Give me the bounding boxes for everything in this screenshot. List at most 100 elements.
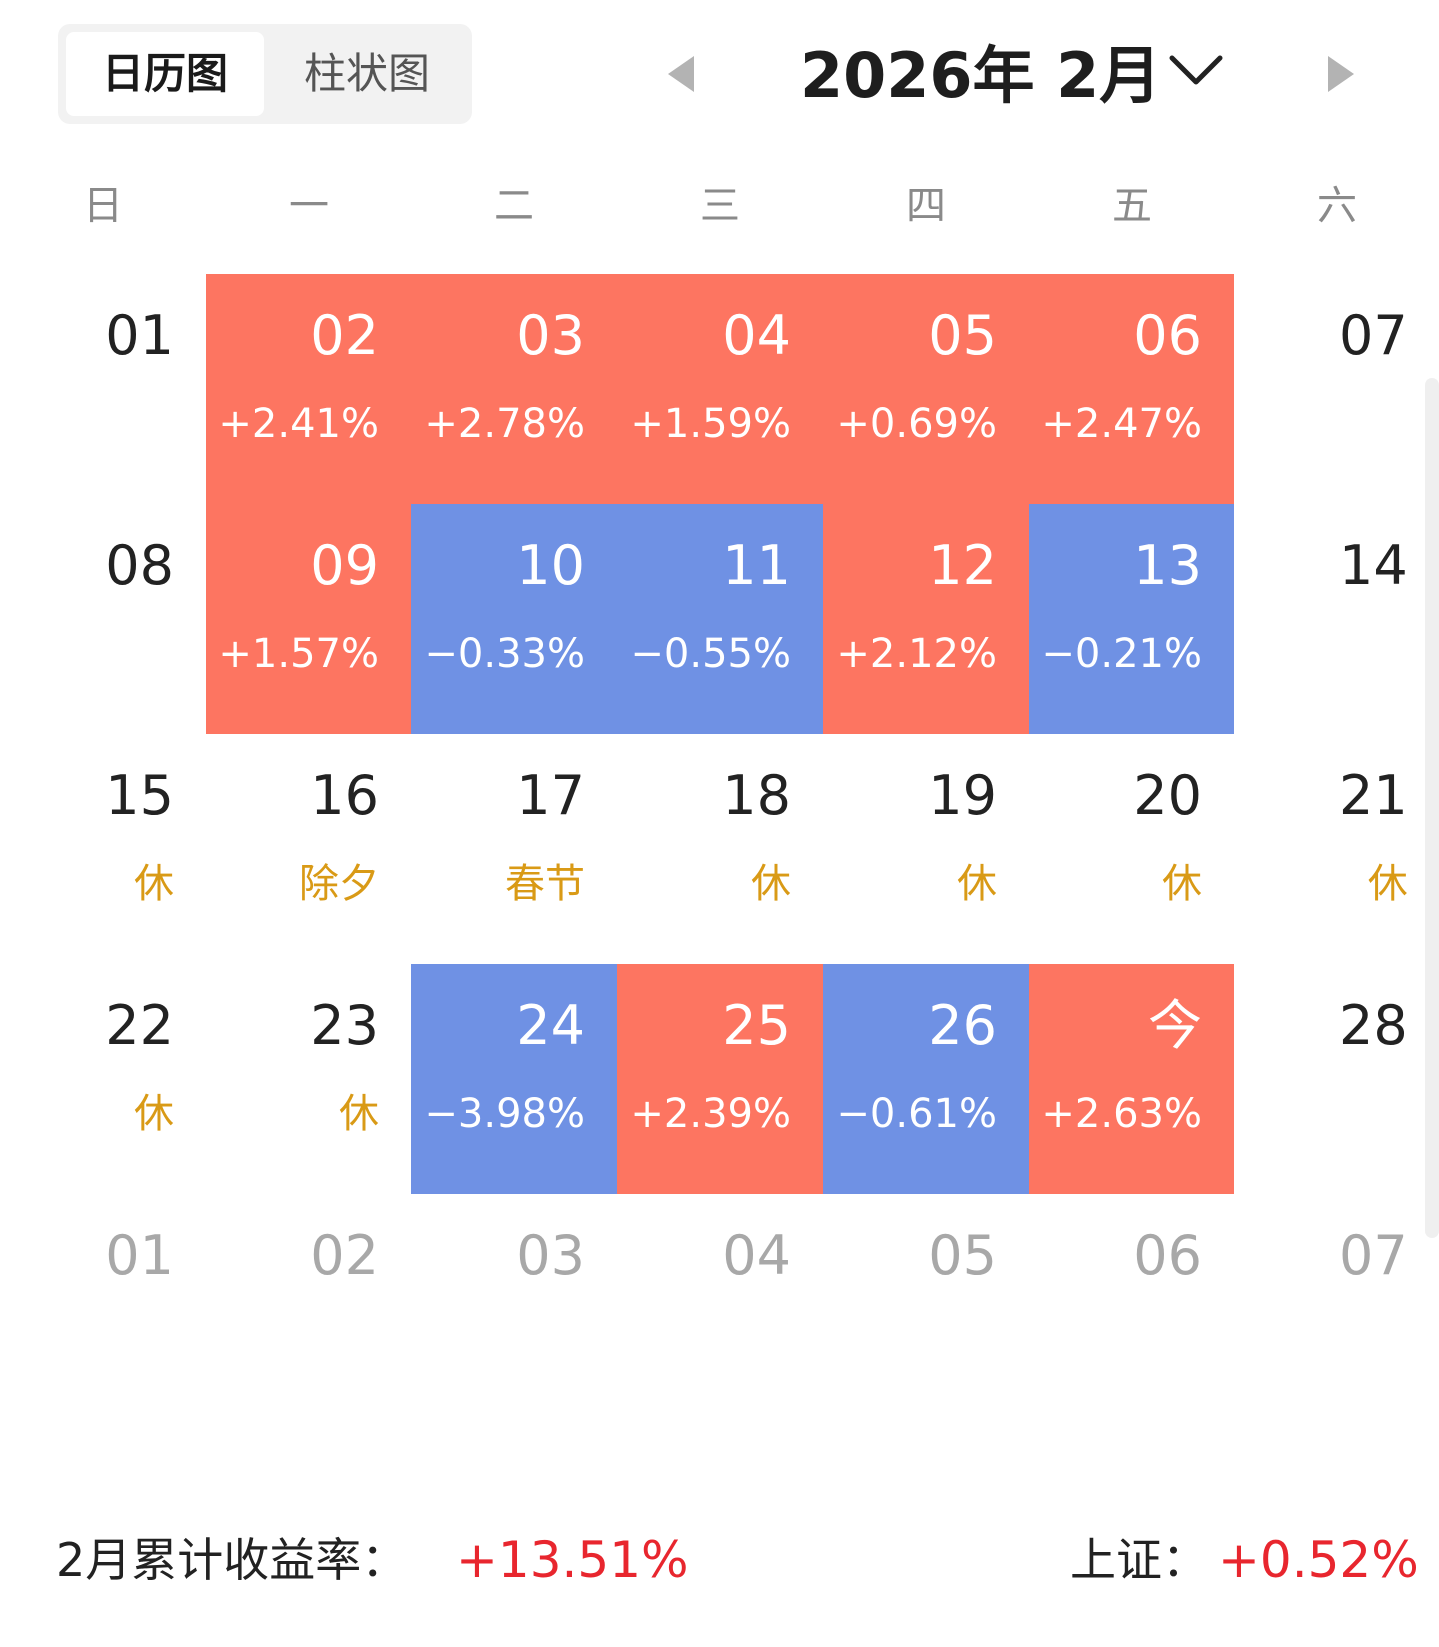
day-number: 04 [722, 1224, 791, 1287]
day-number: 13 [1133, 534, 1202, 597]
holiday-label: 休 [957, 861, 997, 907]
holiday-label: 休 [339, 1091, 379, 1137]
calendar-day-cell[interactable]: 13 −0.21% [1029, 504, 1234, 734]
day-number: 02 [310, 304, 379, 367]
daily-change: −0.33% [424, 631, 585, 677]
calendar-day-cell[interactable]: 02 +2.41% [206, 274, 411, 504]
day-number: 08 [105, 534, 174, 597]
day-number: 28 [1338, 994, 1408, 1057]
calendar-day-cell[interactable]: 23 休 [206, 964, 411, 1194]
scrollbar[interactable] [1425, 378, 1439, 1238]
daily-change: +2.63% [1041, 1091, 1202, 1137]
day-number: 05 [928, 1224, 997, 1287]
weekday-label: 六 [1317, 183, 1357, 229]
calendar-day-cell[interactable]: 04 +1.59% [617, 274, 823, 504]
day-number: 06 [1133, 304, 1202, 367]
weekday-label: 日 [83, 183, 123, 229]
index-value: +0.52% [1218, 1531, 1419, 1589]
day-number: 15 [105, 764, 174, 827]
calendar-day-cell[interactable]: 09 +1.57% [206, 504, 411, 734]
calendar-day-cell[interactable]: 26 −0.61% [823, 964, 1029, 1194]
day-number: 17 [516, 764, 585, 827]
cumulative-return-label: 2月累计收益率： [56, 1533, 408, 1587]
bar-view-tab[interactable]: 柱状图 [303, 49, 430, 98]
weekday-label: 三 [700, 183, 740, 229]
next-month-icon[interactable] [1328, 56, 1354, 92]
calendar-day-cell[interactable]: 06 +2.47% [1029, 274, 1234, 504]
day-number: 23 [310, 994, 379, 1057]
daily-change: −0.61% [836, 1091, 997, 1137]
day-number: 22 [105, 994, 174, 1057]
calendar-day-cell[interactable]: 05 [823, 1194, 1029, 1424]
calendar-day-cell[interactable]: 19 休 [823, 734, 1029, 964]
calendar-day-cell[interactable]: 今 +2.63% [1029, 964, 1234, 1194]
day-number: 今 [1148, 994, 1202, 1057]
view-toggle: 日历图 柱状图 [58, 24, 472, 124]
calendar-day-cell[interactable]: 11 −0.55% [617, 504, 823, 734]
calendar-day-cell[interactable]: 22 休 [0, 964, 206, 1194]
calendar-day-cell[interactable]: 03 +2.78% [411, 274, 617, 504]
daily-change: +2.47% [1041, 401, 1202, 447]
calendar-day-cell[interactable]: 05 +0.69% [823, 274, 1029, 504]
calendar-day-cell[interactable]: 21 休 [1234, 734, 1439, 964]
day-number: 01 [105, 1224, 174, 1287]
day-number: 01 [105, 304, 174, 367]
holiday-label: 休 [1367, 861, 1408, 907]
calendar-day-cell[interactable]: 03 [411, 1194, 617, 1424]
calendar-day-cell[interactable]: 17 春节 [411, 734, 617, 964]
holiday-label: 休 [134, 861, 174, 907]
daily-change: −3.98% [424, 1091, 585, 1137]
calendar-day-cell[interactable]: 10 −0.33% [411, 504, 617, 734]
month-title[interactable]: 2026年 2月 [800, 39, 1162, 112]
day-number: 21 [1338, 764, 1408, 827]
calendar-day-cell[interactable]: 01 [0, 1194, 206, 1424]
day-number: 03 [516, 304, 585, 367]
calendar-day-cell[interactable]: 20 休 [1029, 734, 1234, 964]
calendar-day-cell[interactable]: 25 +2.39% [617, 964, 823, 1194]
daily-change: +2.41% [218, 401, 379, 447]
calendar-day-cell[interactable]: 14 [1234, 504, 1439, 734]
day-number: 07 [1338, 1224, 1408, 1287]
day-number: 03 [516, 1224, 585, 1287]
calendar-day-cell[interactable]: 07 [1234, 274, 1439, 504]
day-number: 16 [310, 764, 379, 827]
calendar-day-cell[interactable]: 28 [1234, 964, 1439, 1194]
daily-change: −0.21% [1041, 631, 1202, 677]
day-number: 18 [722, 764, 791, 827]
calendar-day-cell[interactable]: 18 休 [617, 734, 823, 964]
index-label: 上证： [1070, 1533, 1208, 1587]
calendar-day-cell[interactable]: 06 [1029, 1194, 1234, 1424]
weekday-label: 五 [1112, 183, 1152, 229]
day-number: 07 [1338, 304, 1408, 367]
calendar-day-cell[interactable]: 15 休 [0, 734, 206, 964]
day-number: 04 [722, 304, 791, 367]
calendar-day-cell[interactable]: 08 [0, 504, 206, 734]
weekday-label: 一 [289, 183, 329, 229]
holiday-label: 休 [134, 1091, 174, 1137]
daily-change: +2.39% [630, 1091, 791, 1137]
calendar-day-cell[interactable]: 02 [206, 1194, 411, 1424]
calendar-day-cell[interactable]: 12 +2.12% [823, 504, 1029, 734]
day-number: 19 [928, 764, 997, 827]
day-number: 11 [722, 534, 791, 597]
calendar-day-cell[interactable]: 16 除夕 [206, 734, 411, 964]
daily-change: +2.12% [836, 631, 997, 677]
day-number: 12 [928, 534, 997, 597]
holiday-label: 休 [751, 861, 791, 907]
day-number: 10 [516, 534, 585, 597]
holiday-label: 春节 [505, 861, 585, 907]
day-number: 06 [1133, 1224, 1202, 1287]
day-number: 20 [1133, 764, 1202, 827]
calendar-day-cell[interactable]: 24 −3.98% [411, 964, 617, 1194]
weekday-label: 四 [906, 183, 946, 229]
day-number: 02 [310, 1224, 379, 1287]
prev-month-icon[interactable] [668, 56, 694, 92]
daily-change: +0.69% [836, 401, 997, 447]
day-number: 09 [310, 534, 379, 597]
daily-change: +1.59% [630, 401, 791, 447]
calendar-day-cell[interactable]: 01 [0, 274, 206, 504]
calendar-view-tab[interactable]: 日历图 [66, 32, 264, 116]
chevron-down-icon[interactable] [1166, 48, 1226, 92]
calendar-day-cell[interactable]: 07 [1234, 1194, 1439, 1424]
calendar-day-cell[interactable]: 04 [617, 1194, 823, 1424]
